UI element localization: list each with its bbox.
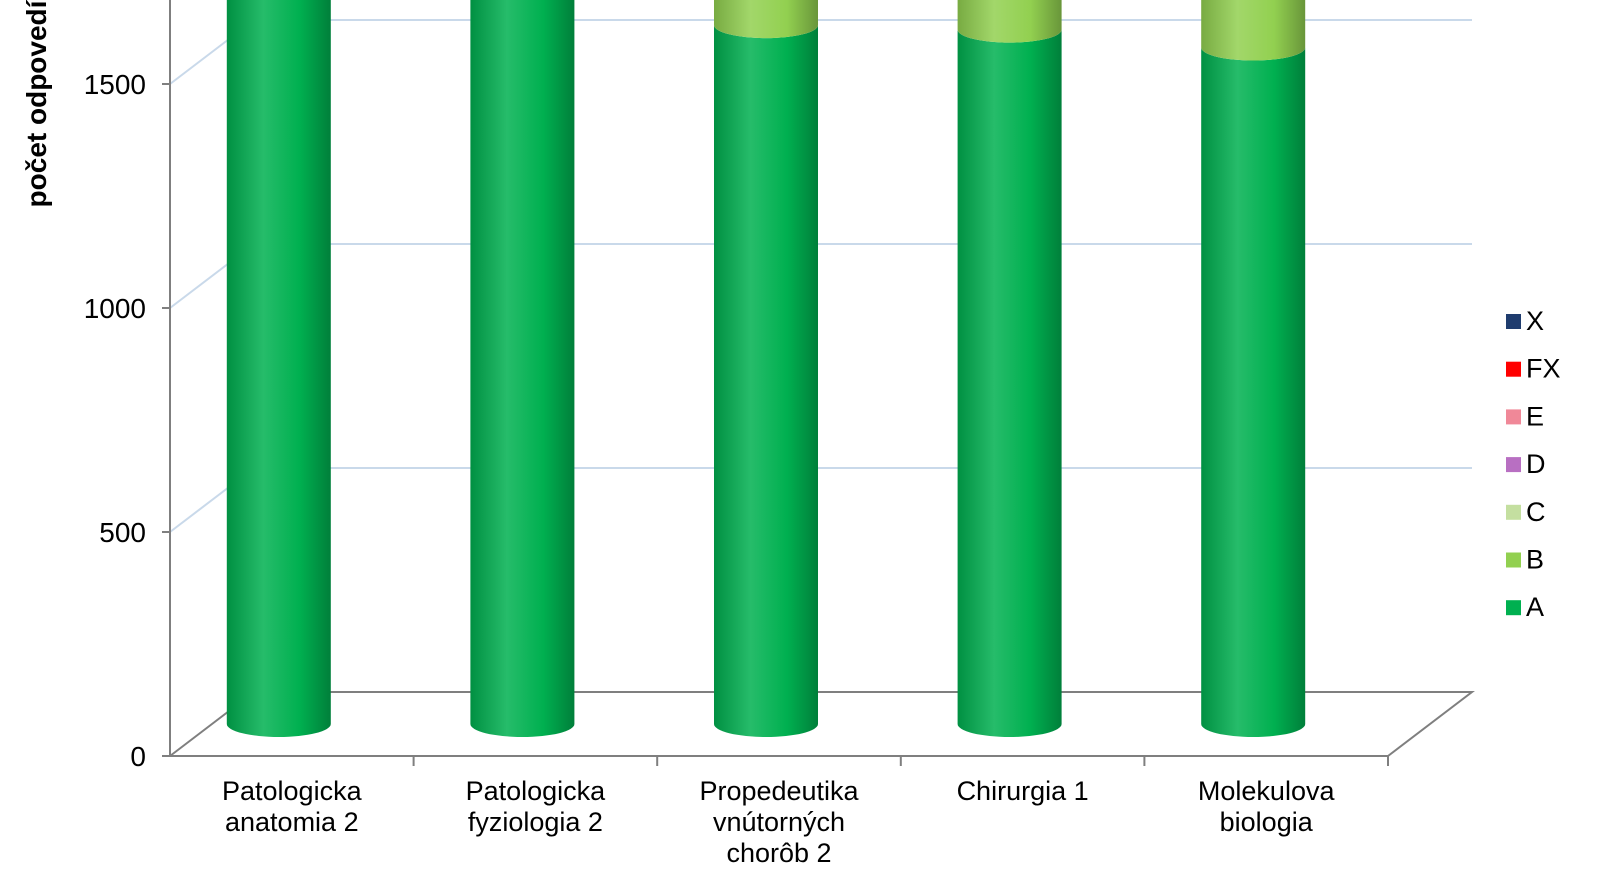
x-tick-label: Chirurgia 1 — [957, 776, 1089, 806]
legend-label: D — [1526, 449, 1546, 479]
x-tick-label: Propedeutika — [699, 776, 859, 806]
legend-label: E — [1526, 401, 1544, 431]
chart-bars — [226, 0, 1306, 738]
x-tick-label: Patologicka — [466, 776, 607, 806]
legend-swatch-E — [1506, 409, 1521, 425]
legend-swatch-B — [1506, 552, 1521, 568]
x-tick-label: anatomia 2 — [225, 807, 359, 837]
bar-segment-B — [957, 0, 1062, 43]
y-axis-title: počet odpovedí — [21, 0, 52, 207]
x-tick-label: Molekulova — [1198, 776, 1336, 806]
y-tick-label: 500 — [99, 517, 146, 548]
bar-segment-A — [470, 0, 575, 737]
legend-label: A — [1526, 592, 1544, 622]
bar-segment-A — [1201, 47, 1306, 738]
bar-segment-A — [714, 25, 818, 738]
x-tick-label: vnútorných — [713, 807, 845, 837]
y-tick-label: 1000 — [84, 293, 146, 324]
legend-swatch-FX — [1506, 361, 1521, 377]
x-tick-label: Patologicka — [222, 776, 363, 806]
chart-floor — [169, 691, 1475, 757]
legend-swatch-D — [1506, 457, 1521, 473]
x-tick-label: chorôb 2 — [726, 838, 831, 868]
bar-segment-B — [714, 0, 818, 39]
legend-label: B — [1526, 545, 1544, 575]
x-tick-label: fyziologia 2 — [468, 807, 603, 837]
y-tick-label: 0 — [130, 741, 146, 772]
legend-swatch-X — [1506, 314, 1521, 329]
legend-swatch-C — [1506, 504, 1521, 520]
legend-label: X — [1526, 306, 1544, 336]
bar-segment-B — [1201, 0, 1306, 61]
legend-label: FX — [1526, 354, 1561, 384]
legend-label: C — [1526, 497, 1546, 527]
y-tick-label: 1500 — [84, 69, 146, 100]
bar-segment-A — [957, 29, 1062, 738]
legend-swatch-A — [1506, 600, 1521, 616]
bar-segment-A — [226, 0, 331, 737]
x-tick-label: biologia — [1220, 807, 1314, 837]
